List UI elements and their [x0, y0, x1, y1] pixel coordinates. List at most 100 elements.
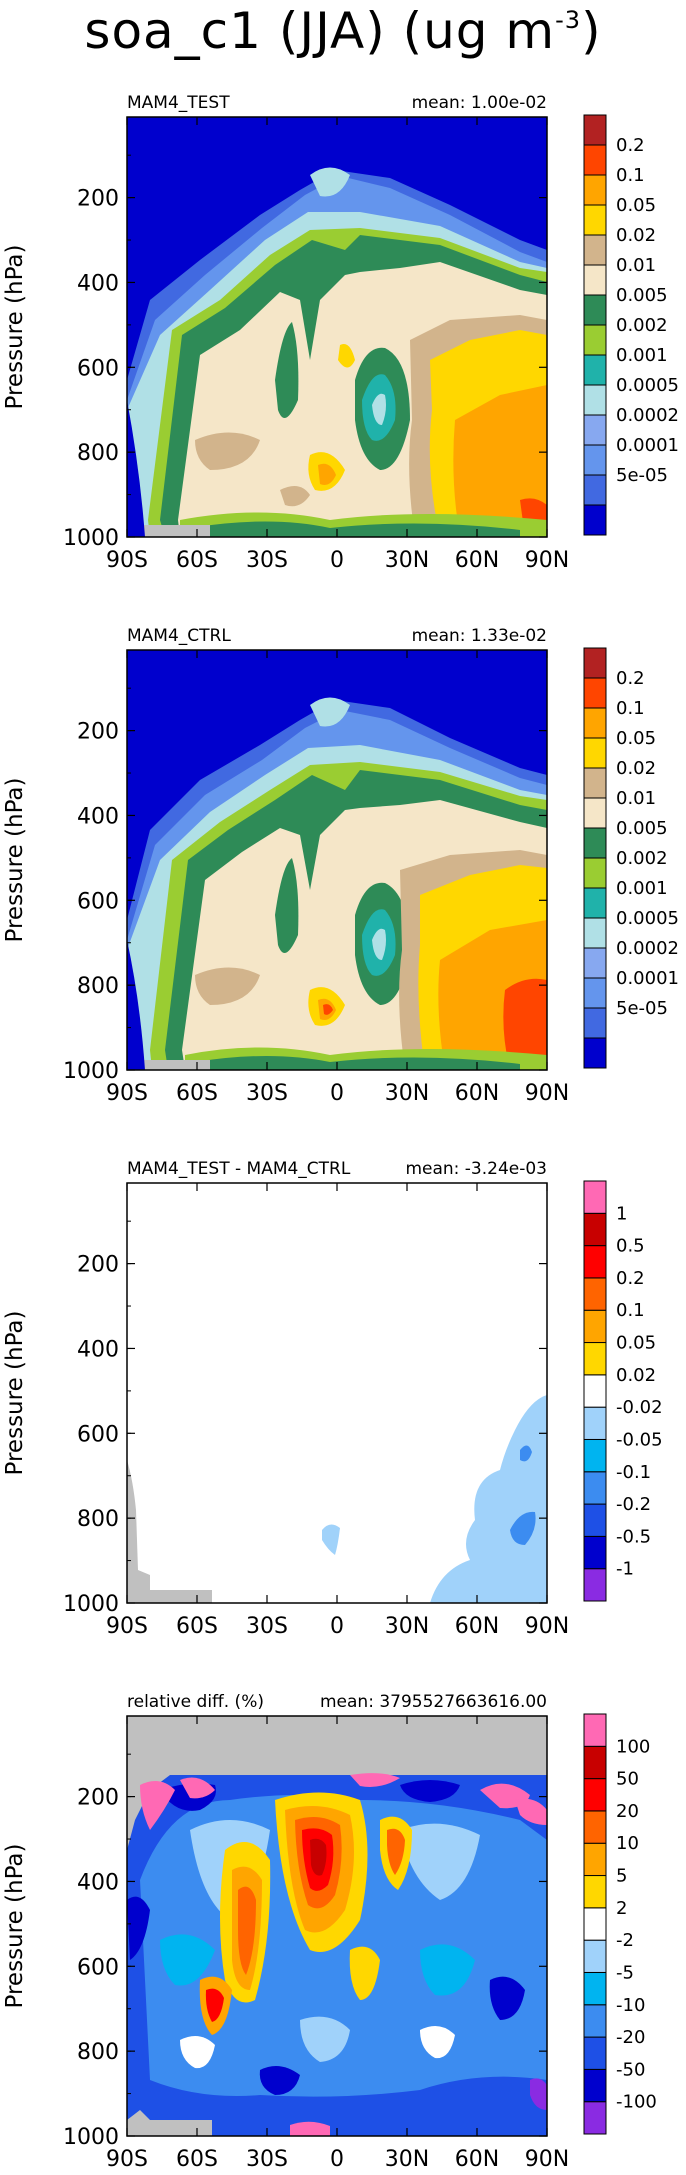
panel-title-left: MAM4_TEST — [127, 93, 230, 113]
main-title-exponent: -3 — [555, 6, 582, 34]
x-tick-label: 0 — [330, 1081, 344, 1106]
x-tick-label: 30N — [385, 2147, 429, 2172]
colorbar-swatch — [583, 647, 607, 679]
colorbar-swatch — [583, 474, 607, 506]
panel-relative-diff: relative diff. (%) mean: 3795527663616.0… — [127, 1692, 547, 2136]
panel-title-right: mean: -3.24e-03 — [405, 1159, 547, 1179]
x-tick-label: 30S — [246, 1081, 288, 1106]
colorbar-swatch — [583, 1568, 607, 1602]
colorbar-swatch — [583, 1438, 607, 1473]
colorbar-swatch — [583, 1342, 607, 1376]
colorbar-label: -2 — [616, 1930, 634, 1951]
x-tick-label: 30S — [246, 2147, 288, 2172]
colorbar-label: 0.002 — [616, 848, 668, 869]
colorbar-swatch — [583, 1842, 607, 1877]
colorbar-label: 5e-05 — [616, 465, 668, 486]
colorbar-label: 0.005 — [616, 818, 668, 839]
y-tick-label: 600 — [77, 1422, 119, 1447]
colorbar-label: -0.05 — [616, 1429, 663, 1450]
colorbar-label: 0.02 — [616, 758, 656, 779]
y-tick-label: 200 — [77, 187, 119, 212]
colorbar-swatch — [583, 1277, 607, 1311]
x-tick-label: 90S — [106, 2147, 148, 2172]
colorbar-swatch — [583, 1374, 607, 1408]
colorbar-swatch — [583, 737, 607, 769]
colorbar-label: 1 — [616, 1203, 627, 1224]
colorbar-label: 0.0001 — [616, 435, 679, 456]
colorbar-swatch — [583, 234, 607, 266]
colorbar-swatch — [583, 1245, 607, 1279]
x-tick-label: 30N — [385, 1614, 429, 1639]
x-tick-label: 60S — [176, 1614, 218, 1639]
colorbar-label: 0.05 — [616, 728, 656, 749]
colorbar-swatch — [583, 414, 607, 446]
x-tick-label: 0 — [330, 548, 344, 573]
colorbar-swatch — [583, 1907, 607, 1941]
colorbar-swatch — [583, 1875, 607, 1909]
x-tick-label: 90N — [525, 1081, 569, 1106]
x-tick-label: 30S — [246, 1614, 288, 1639]
colorbar-swatch — [583, 1745, 607, 1780]
y-tick-label: 400 — [77, 1337, 119, 1362]
y-tick-label: 200 — [77, 720, 119, 745]
x-tick-label: 90N — [525, 1614, 569, 1639]
main-title: soa_c1 (JJA) (ug m-3) — [0, 2, 686, 60]
colorbar-label: 0.1 — [616, 1300, 645, 1321]
colorbar-label: 0.002 — [616, 315, 668, 336]
x-tick-label: 60N — [455, 2147, 499, 2172]
colorbar-label: -10 — [616, 1995, 645, 2016]
colorbar-label: 50 — [616, 1769, 639, 1790]
colorbar-swatch — [583, 947, 607, 979]
colorbar-label: 0.02 — [616, 1365, 656, 1386]
colorbar-label: 0.05 — [616, 1333, 656, 1354]
colorbar-swatch — [583, 1037, 607, 1069]
panel-title-right: mean: 3795527663616.00 — [320, 1692, 547, 1712]
colorbar-label: 0.01 — [616, 788, 656, 809]
colorbar-swatch — [583, 384, 607, 416]
panel-title-left: MAM4_TEST - MAM4_CTRL — [127, 1159, 351, 1179]
colorbar-label: -20 — [616, 2027, 645, 2048]
colorbar-swatch — [583, 204, 607, 236]
colorbar-label: 0.0002 — [616, 405, 679, 426]
colorbar-swatch — [583, 827, 607, 859]
y-axis-label: Pressure (hPa) — [2, 1311, 28, 1476]
panel-mam4-test: MAM4_TEST mean: 1.00e-02 — [127, 93, 547, 537]
colorbar-label: 0.1 — [616, 698, 645, 719]
contour-field — [127, 650, 547, 1070]
colorbar-swatch — [583, 1309, 607, 1344]
colorbar-swatch — [583, 444, 607, 476]
colorbar-label: 2 — [616, 1898, 627, 1919]
colorbar-label: 100 — [616, 1736, 650, 1757]
x-tick-label: 90S — [106, 548, 148, 573]
x-tick-label: 60N — [455, 1614, 499, 1639]
x-tick-label: 60N — [455, 1081, 499, 1106]
colorbar-swatch — [583, 1535, 607, 1570]
y-tick-label: 1000 — [63, 1059, 119, 1084]
colorbar-label: 5e-05 — [616, 998, 668, 1019]
y-axis-label: Pressure (hPa) — [2, 1844, 28, 2009]
y-axis-label: Pressure (hPa) — [2, 245, 28, 410]
colorbar-swatch — [583, 1810, 607, 1844]
colorbar-swatch — [583, 1713, 607, 1747]
colorbar-label: 0.005 — [616, 285, 668, 306]
x-tick-label: 60S — [176, 1081, 218, 1106]
panel-mam4-ctrl: MAM4_CTRL mean: 1.33e-02 — [127, 626, 547, 1070]
panel-title-left: relative diff. (%) — [127, 1692, 264, 1712]
colorbar-label: 0.0001 — [616, 968, 679, 989]
colorbar-swatch — [583, 857, 607, 889]
colorbar-label: 0.0005 — [616, 908, 679, 929]
colorbar-swatch — [583, 114, 607, 146]
colorbar-swatch — [583, 2036, 607, 2070]
main-title-tail: ) — [581, 2, 602, 60]
colorbar-swatch — [583, 977, 607, 1009]
colorbar-label: 0.02 — [616, 225, 656, 246]
panel-difference: MAM4_TEST - MAM4_CTRL mean: -3.24e-03 — [127, 1159, 547, 1603]
x-tick-label: 30N — [385, 548, 429, 573]
colorbar-label: 20 — [616, 1801, 639, 1822]
colorbar-label: -100 — [616, 2092, 657, 2113]
colorbar-swatch — [583, 767, 607, 799]
colorbar-swatch — [583, 324, 607, 356]
